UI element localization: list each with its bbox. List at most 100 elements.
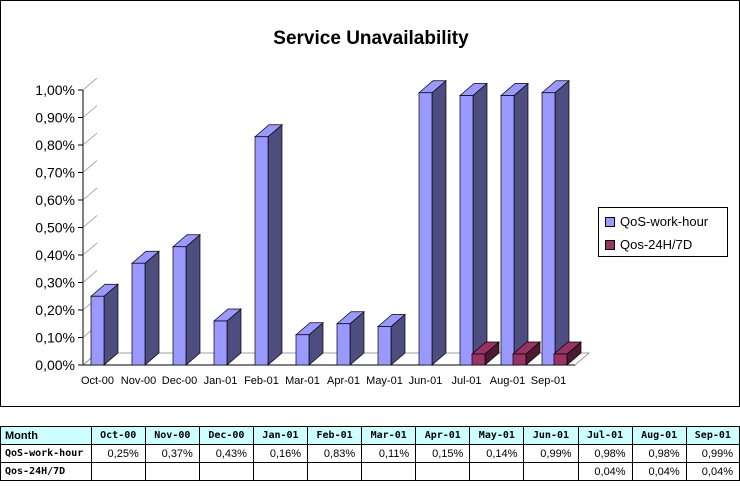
header-month: Sep-01 <box>685 426 740 445</box>
legend: QoS-work-hour Qos-24H/7D <box>598 207 728 257</box>
table-cell <box>361 462 417 481</box>
bar-qos-24h7d-front <box>471 353 486 366</box>
y-tick-label: 0,50% <box>35 220 75 236</box>
header-month-label: Month <box>0 426 92 445</box>
bar-qos-24h7d <box>471 341 500 366</box>
header-month: Feb-01 <box>307 426 363 445</box>
table-cell: 0,04% <box>631 462 687 481</box>
y-tick-label: 0,80% <box>35 137 75 153</box>
table-cell: 0,04% <box>685 462 740 481</box>
table-cell <box>198 462 254 481</box>
x-axis-labels: Oct-00 Nov-00 Dec-00 Jan-01 Feb-01 Mar-01 Apr-… <box>81 375 566 387</box>
bar-qos-work-hour-front <box>90 295 105 366</box>
x-tick-label: Oct-00 <box>81 375 114 387</box>
bar-qos-24h7d <box>512 341 541 366</box>
bar-qos-work-hour-side <box>144 250 160 366</box>
x-tick-label: Jul-01 <box>452 375 482 387</box>
header-month: Dec-00 <box>198 426 254 445</box>
bar-qos-24h7d-front <box>553 353 568 366</box>
table-cell: 0,15% <box>415 444 471 463</box>
bar-qos-work-hour <box>418 79 447 366</box>
bar-qos-work-hour <box>336 310 365 366</box>
x-tick-label: Sep-01 <box>531 375 566 387</box>
bar-qos-work-hour-front <box>336 323 351 366</box>
bar-qos-work-hour <box>459 82 488 366</box>
bar-qos-24h7d-front <box>512 353 527 366</box>
y-depth-tick <box>82 132 98 146</box>
table-cell: 0,83% <box>307 444 363 463</box>
header-month: Mar-01 <box>361 426 417 445</box>
table-cell <box>307 462 363 481</box>
chart-area: Service Unavailability Oct-00 Nov-00 Dec-0… <box>0 0 740 407</box>
y-axis-labels: 0,00% 0,10% 0,20% 0,30% 0,40% 0,50% 0,60% 0,70%… <box>35 82 75 373</box>
x-tick-label: Nov-00 <box>121 375 156 387</box>
bar-qos-work-hour-front <box>418 92 433 366</box>
y-tick-label: 0,00% <box>35 357 75 373</box>
y-tick-label: 0,90% <box>35 110 75 126</box>
bar-chart: Service Unavailability Oct-00 Nov-00 Dec-0… <box>35 28 591 387</box>
table-cell <box>252 462 309 481</box>
x-tick-label: Dec-00 <box>162 375 197 387</box>
table-cell: 0,25% <box>90 444 146 463</box>
y-tick-label: 0,60% <box>35 192 75 208</box>
row-label: Qos-24H/7D <box>0 462 92 481</box>
legend-item-qos-work-hour: QoS-work-hour <box>605 214 708 229</box>
y-depth-tick <box>82 215 98 228</box>
table-cell <box>415 462 471 481</box>
bar-qos-work-hour-side <box>185 233 201 366</box>
y-depth-tick <box>82 187 98 201</box>
bar-qos-work-hour <box>172 233 201 366</box>
header-month: Aug-01 <box>631 426 687 445</box>
header-month: Jan-01 <box>252 426 309 445</box>
bar-qos-work-hour <box>254 123 283 366</box>
header-month: Jun-01 <box>523 426 579 445</box>
x-tick-label: May-01 <box>366 375 403 387</box>
legend-label-qos-24h7d: Qos-24H/7D <box>620 237 693 252</box>
header-month: Oct-00 <box>90 426 146 445</box>
table-cell: 0,99% <box>523 444 579 463</box>
table-cell: 0,11% <box>361 444 417 463</box>
header-month: Nov-00 <box>144 426 200 445</box>
table-cell: 0,14% <box>469 444 525 463</box>
y-depth-tick <box>82 160 98 173</box>
bar-qos-work-hour-side <box>267 123 283 366</box>
table-cell <box>90 462 146 481</box>
bar-qos-work-hour-side <box>513 82 529 366</box>
table-row-qos-24h7d: Qos-24H/7D 0,04% 0,04% 0,04% <box>0 462 740 481</box>
y-tick-label: 0,30% <box>35 275 75 291</box>
table-cell: 0,37% <box>144 444 200 463</box>
bar-qos-work-hour-side <box>431 79 447 366</box>
y-tick-label: 0,70% <box>35 165 75 181</box>
bar-qos-work-hour <box>541 79 570 366</box>
axes <box>78 77 591 366</box>
bar-qos-work-hour-front <box>172 246 187 366</box>
chart-title: Service Unavailability <box>273 28 469 49</box>
x-tick-label: Apr-01 <box>327 375 360 387</box>
legend-swatch-qos-24h7d <box>605 239 615 250</box>
bar-qos-work-hour-side <box>554 79 570 366</box>
header-month: May-01 <box>469 426 525 445</box>
table-cell <box>144 462 200 481</box>
x-tick-label: Feb-01 <box>244 375 279 387</box>
bar-qos-work-hour-side <box>472 82 488 366</box>
table-cell: 0,43% <box>198 444 254 463</box>
legend-label-qos-work-hour: QoS-work-hour <box>620 214 709 229</box>
bar-qos-work-hour-side <box>103 283 119 366</box>
bar-qos-work-hour <box>213 308 242 366</box>
x-tick-label: Jun-01 <box>409 375 443 387</box>
data-table: Month Oct-00 Nov-00 Dec-00 Jan-01 Feb-01… <box>0 426 740 481</box>
bar-qos-work-hour-front <box>131 262 146 366</box>
legend-item-qos-24h7d: Qos-24H/7D <box>605 237 692 252</box>
header-month: Apr-01 <box>415 426 471 445</box>
table-cell <box>523 462 579 481</box>
x-tick-label: Mar-01 <box>285 375 320 387</box>
bar-qos-work-hour-front <box>541 92 556 366</box>
y-tick-label: 0,10% <box>35 330 75 346</box>
row-label: QoS-work-hour <box>0 444 92 463</box>
bar-qos-work-hour-front <box>254 136 269 366</box>
y-depth-tick <box>82 77 98 91</box>
table-cell: 0,98% <box>577 444 633 463</box>
bar-qos-work-hour <box>295 321 324 366</box>
y-depth-tick <box>82 105 98 118</box>
legend-swatch-qos-work-hour <box>605 216 615 227</box>
